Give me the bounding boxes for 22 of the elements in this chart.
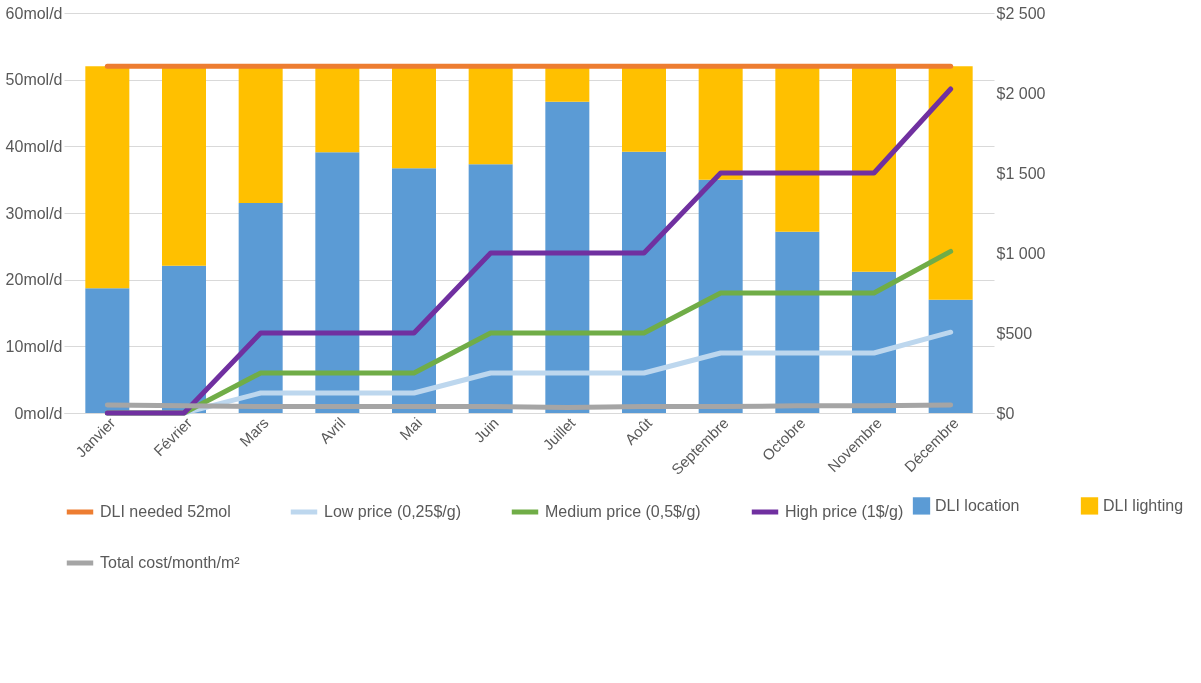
legend-label: DLI lighting <box>1103 496 1184 514</box>
x-tick-label: Mai <box>395 414 426 444</box>
y2-tick-label: $0 <box>996 404 1015 422</box>
y-tick-label: 20mol/d <box>5 271 63 289</box>
y2-tick-label: $1 000 <box>996 244 1046 262</box>
legend-label: Low price (0,25$/g) <box>324 503 461 520</box>
y2-tick-label: $1 500 <box>996 164 1046 182</box>
y-tick-label: 30mol/d <box>5 204 63 222</box>
legend-label: DLI needed 52mol <box>100 503 231 520</box>
y2-tick-label: $500 <box>996 324 1033 342</box>
y-tick-label: 0mol/d <box>14 404 63 422</box>
legend-label: Total cost/month/m² <box>100 554 241 571</box>
y2-tick-label: $2 500 <box>996 4 1046 22</box>
x-tick-label: Juin <box>470 414 502 446</box>
y-tick-label: 60mol/d <box>5 4 63 22</box>
y2-tick-label: $2 000 <box>996 84 1046 102</box>
y-tick-label: 10mol/d <box>5 337 63 355</box>
legend-label: Medium price (0,5$/g) <box>545 503 701 520</box>
legend-label: DLI location <box>935 496 1020 514</box>
legend-label: High price (1$/g) <box>785 503 904 520</box>
y-tick-label: 50mol/d <box>5 71 63 89</box>
y-tick-label: 40mol/d <box>5 137 63 155</box>
